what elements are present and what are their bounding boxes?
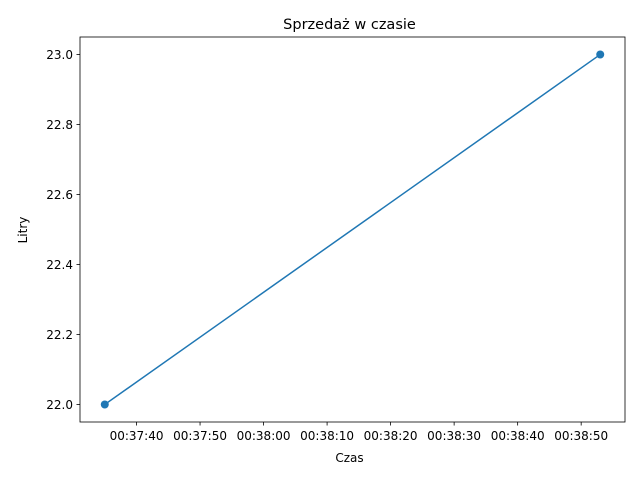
data-point-0 [100, 400, 109, 409]
x-tick-label: 00:38:20 [364, 429, 418, 443]
plot-frame [79, 36, 626, 423]
x-tick-label: 00:38:00 [237, 429, 291, 443]
x-tick-label: 00:38:30 [427, 429, 481, 443]
x-tick-label: 00:38:50 [554, 429, 608, 443]
x-tick-label: 00:38:10 [300, 429, 354, 443]
x-tick-label: 00:37:40 [110, 429, 164, 443]
y-tick-label: 22.8 [46, 118, 73, 132]
chart-title: Sprzedaż w czasie [283, 17, 416, 33]
data-point-1 [596, 50, 605, 59]
y-tick-label: 22.6 [46, 188, 73, 202]
y-tick-label: 22.2 [46, 328, 73, 342]
y-axis-label: Litry [16, 217, 30, 244]
series-line-0 [103, 53, 602, 406]
y-tick-label: 22.0 [46, 398, 73, 412]
y-tick-label: 22.4 [46, 258, 73, 272]
x-tick-label: 00:38:40 [491, 429, 545, 443]
plot-root: 00:37:40 00:37:50 00:38:00 00:38:10 00:38:20… [46, 36, 626, 443]
x-axis-label: Czas [335, 451, 363, 465]
y-tick-label: 23.0 [46, 48, 73, 62]
x-tick-label: 00:37:50 [173, 429, 227, 443]
